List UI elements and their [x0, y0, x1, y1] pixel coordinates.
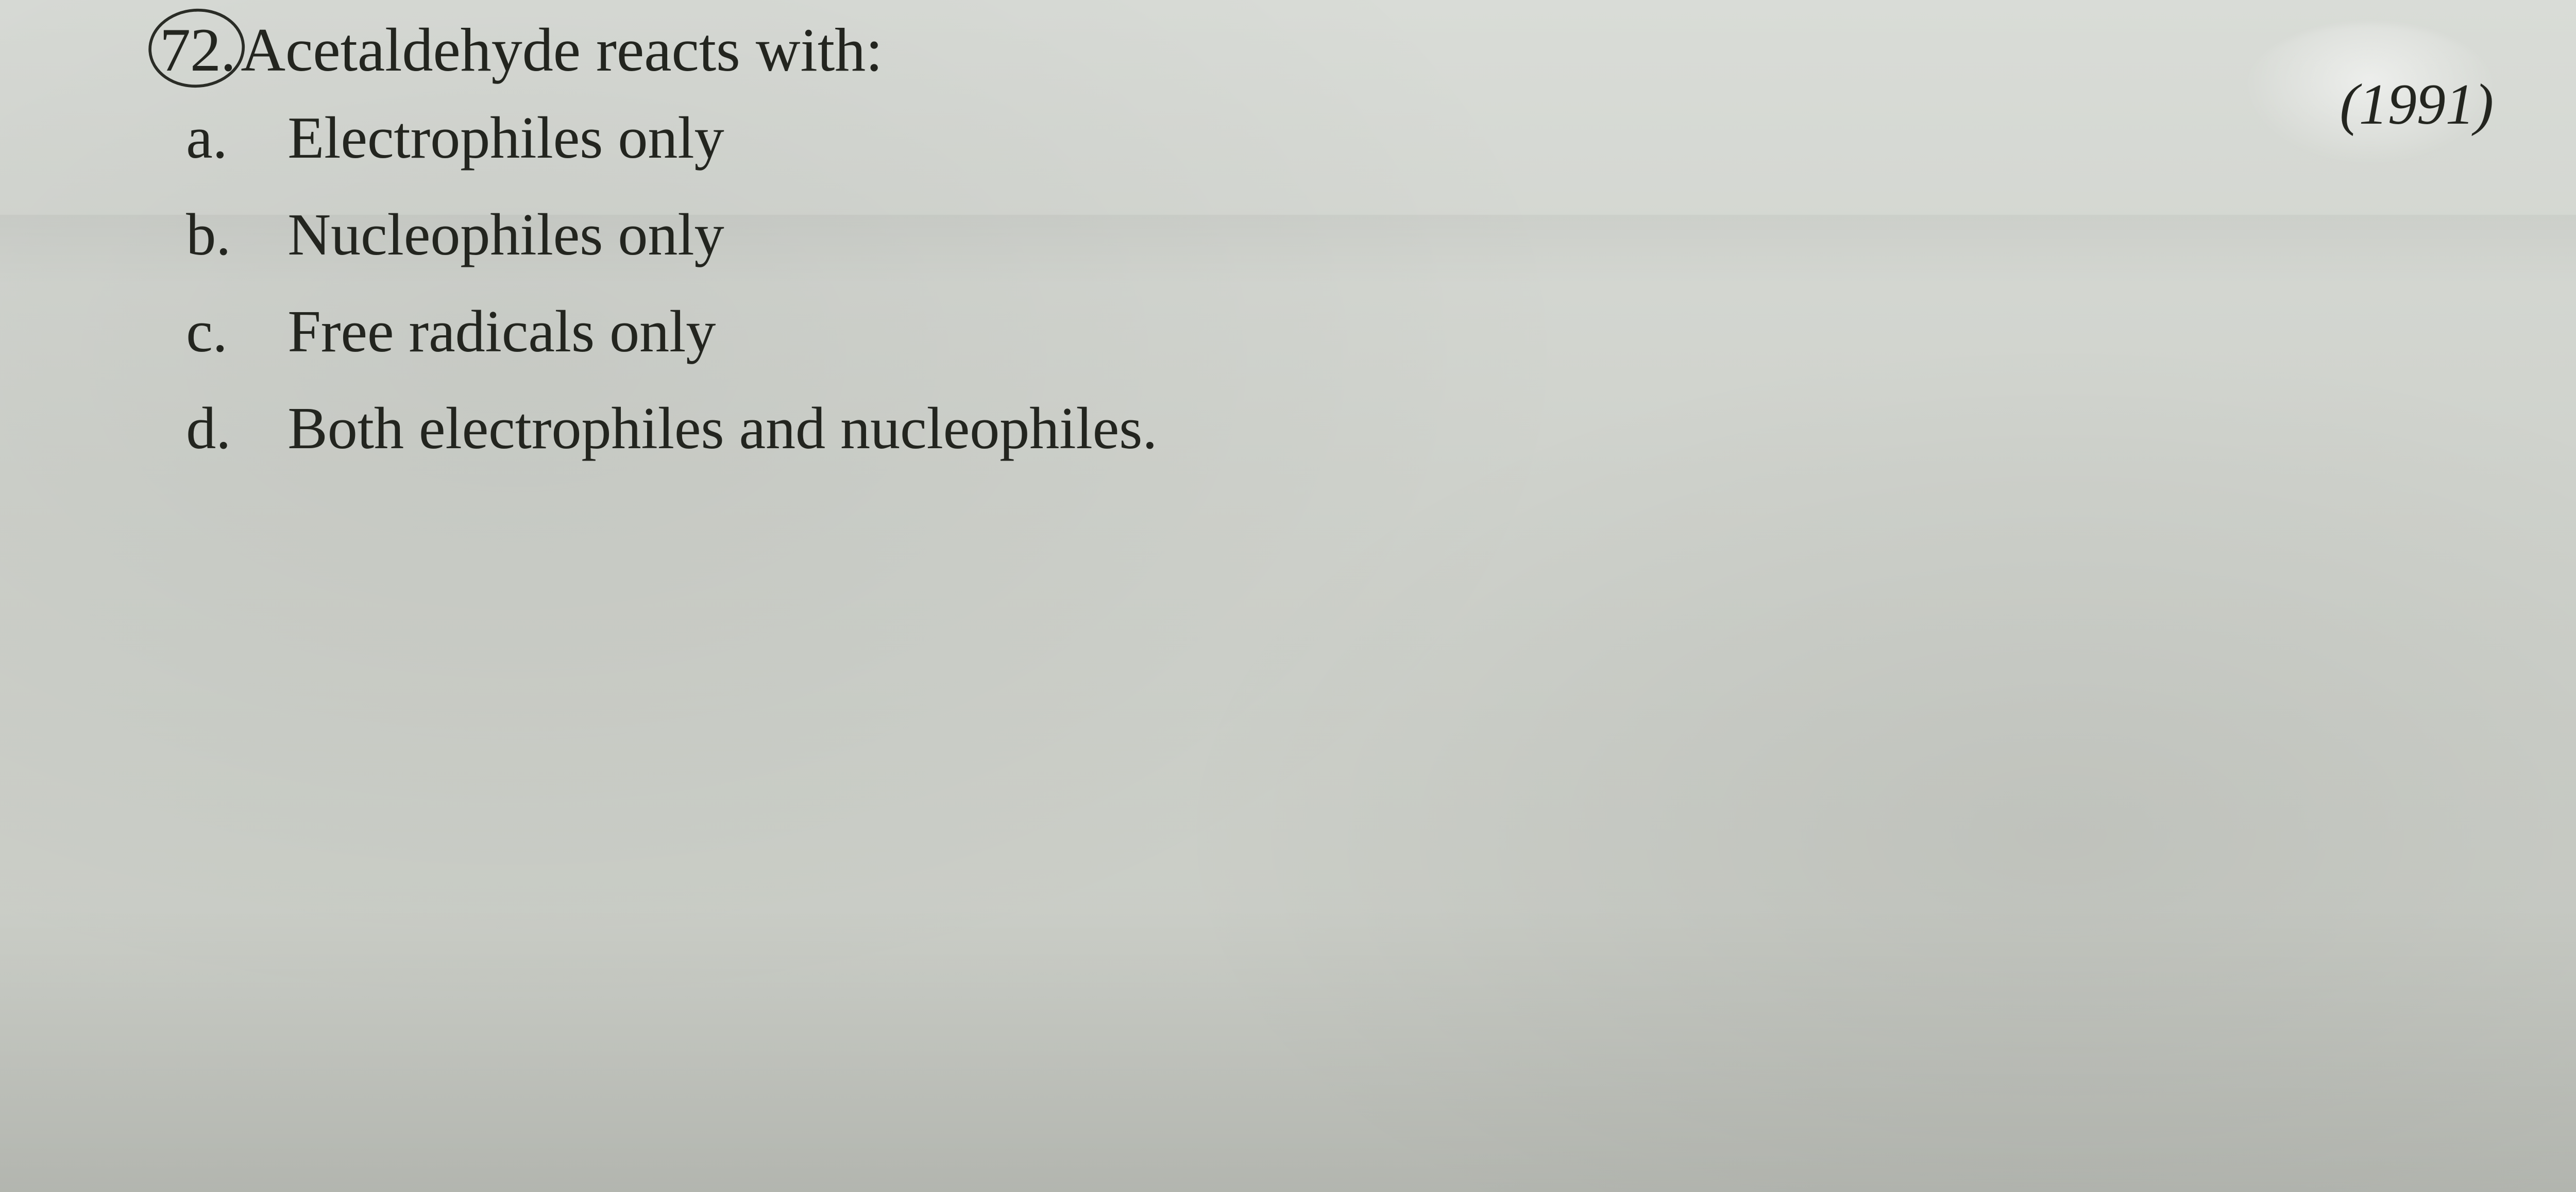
- question-year: (1991): [2340, 72, 2494, 138]
- question-block: 72. Acetaldehyde reacts with: a. Electro…: [160, 14, 2473, 478]
- option-c: c. Free radicals only: [186, 284, 2473, 381]
- option-b: b. Nucleophiles only: [186, 187, 2473, 284]
- options-list: a. Electrophiles only b. Nucleophiles on…: [186, 90, 2473, 478]
- option-text: Electrophiles only: [287, 90, 724, 187]
- option-label: b.: [186, 187, 258, 284]
- option-label: d.: [186, 381, 258, 478]
- question-number: 72.: [160, 15, 235, 84]
- page: 72. Acetaldehyde reacts with: a. Electro…: [0, 0, 2576, 1192]
- option-d: d. Both electrophiles and nucleophiles.: [186, 381, 2473, 478]
- option-label: a.: [186, 90, 258, 187]
- option-text: Nucleophiles only: [287, 187, 724, 284]
- question-number-wrap: 72.: [160, 19, 235, 81]
- option-text: Free radicals only: [287, 284, 716, 381]
- question-stem: Acetaldehyde reacts with:: [241, 14, 883, 86]
- question-stem-line: 72. Acetaldehyde reacts with:: [160, 14, 2473, 86]
- paper-crease-bottom: [0, 906, 2576, 1192]
- option-a: a. Electrophiles only: [186, 90, 2473, 187]
- option-label: c.: [186, 284, 258, 381]
- option-text: Both electrophiles and nucleophiles.: [287, 381, 1157, 478]
